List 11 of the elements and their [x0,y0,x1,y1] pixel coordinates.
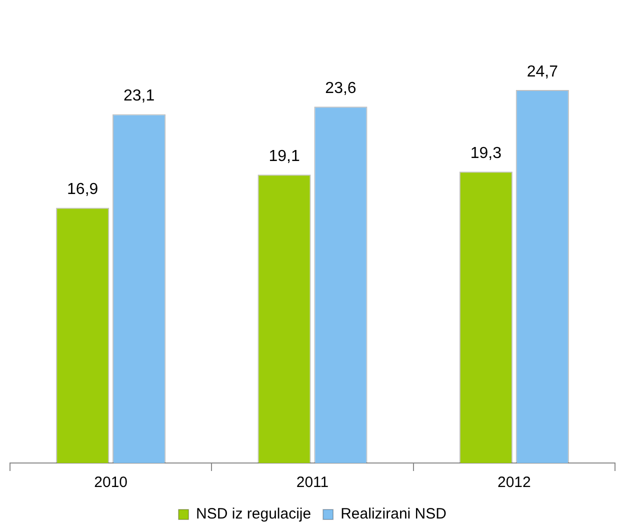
legend-label: NSD iz regulacije [196,506,312,523]
data-label: 24,7 [526,63,558,80]
data-label: 16,9 [67,181,98,198]
x-tick-label: 2011 [296,474,329,492]
data-label: 23,6 [325,80,356,98]
legend-label: Realizirani NSD [340,506,447,523]
data-label: 23,1 [123,88,155,105]
x-tick-label: 2010 [94,474,128,492]
data-label: 19,3 [470,144,502,162]
x-tick-label: 2012 [497,474,531,492]
data-label: 19,1 [268,148,300,165]
